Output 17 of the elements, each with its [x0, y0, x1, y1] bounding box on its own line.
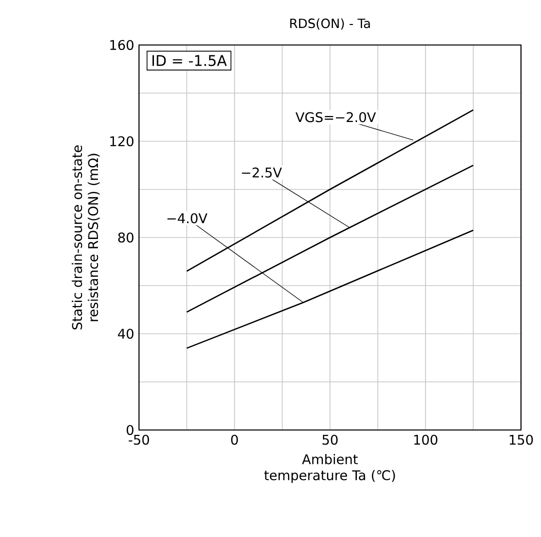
x-axis-title: Ambient temperature Ta (℃) [264, 454, 395, 483]
y-tick-label: 80 [118, 232, 134, 243]
y-tick-label: 40 [118, 328, 134, 339]
x-tick-label: -50 [128, 434, 150, 445]
y-axis-title: Static drain-source on-state resistance RDS(ON) (mΩ) [72, 145, 100, 330]
annotation: −4.0V [167, 213, 208, 224]
x-tick-label: 100 [414, 434, 438, 445]
y-tick-label: 120 [110, 136, 134, 146]
y-tick-label: 0 [126, 424, 134, 436]
x-tick-label: 0 [231, 434, 238, 445]
x-tick-label: 50 [322, 434, 338, 445]
annotation: ID = -1.5A [152, 55, 227, 66]
annotation: −2.5V [242, 167, 282, 178]
y-tick-label: 160 [110, 40, 134, 50]
x-tick-label: 150 [510, 434, 533, 445]
chart-title: RDS(ON) - Ta [290, 18, 370, 30]
annotation: VGS=−2.0V [296, 112, 376, 122]
